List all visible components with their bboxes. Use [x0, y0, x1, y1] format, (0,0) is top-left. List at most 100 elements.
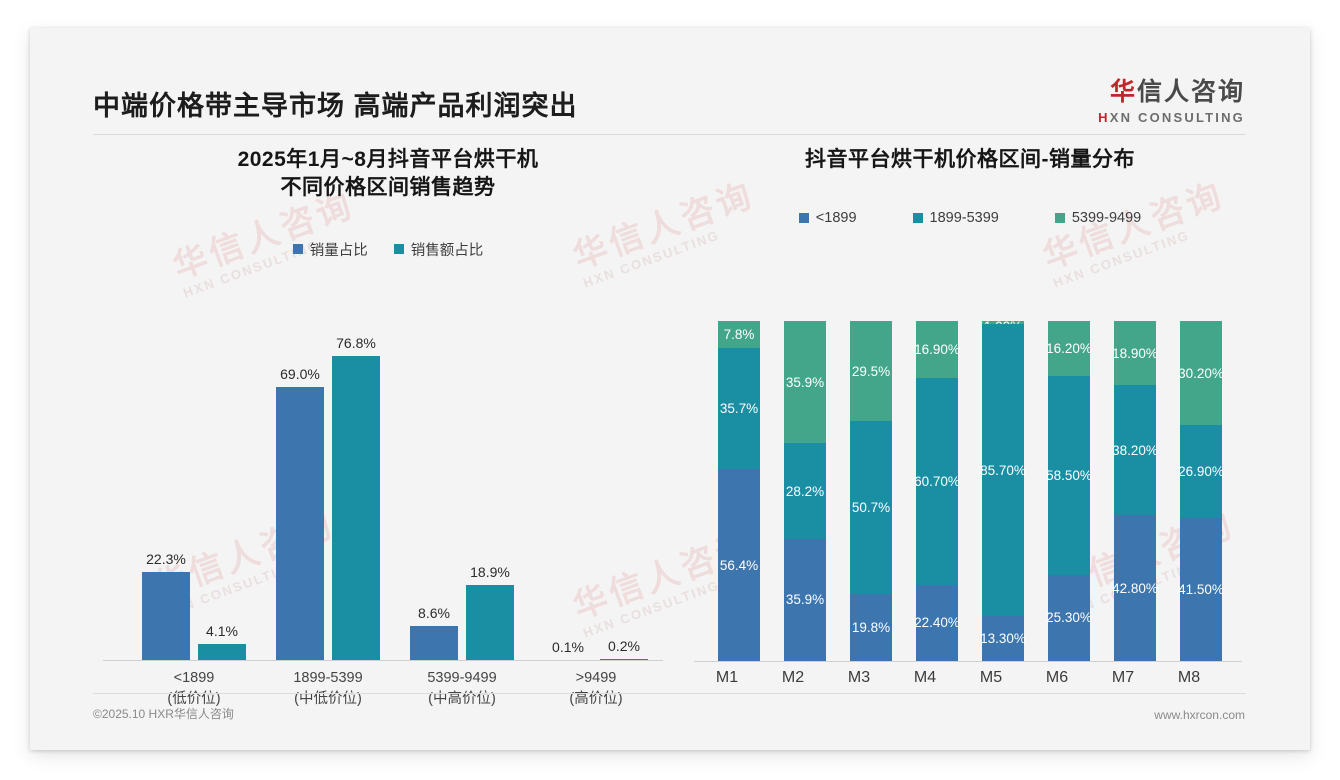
stacked-bar-segment[interactable]: 38.20%: [1112, 385, 1158, 516]
segment-value-label: 30.20%: [1178, 365, 1224, 381]
x-axis-tick-label: M5: [979, 669, 1003, 686]
stacked-bar[interactable]: 7.8% 35.7% 56.4%: [718, 321, 760, 661]
footer-website: www.hxrcon.com: [1154, 708, 1245, 722]
legend-label: 5399-9499: [1071, 210, 1142, 227]
right-chart-axis-line: [694, 661, 1242, 662]
footer-copyright: ©2025.10 HXR华信人咨询: [93, 707, 234, 721]
x-axis-tick-tier: (中高价位): [428, 691, 496, 708]
slide-header: 中端价格带主导市场 高端产品利润突出 华信人咨询 HXN CONSULTING: [30, 28, 1310, 135]
stacked-bar-segment[interactable]: 16.20%: [1046, 321, 1092, 377]
segment-value-label: 85.70%: [980, 462, 1026, 478]
stacked-bar-segment[interactable]: 26.90%: [1178, 425, 1224, 518]
stacked-bar-segment[interactable]: 22.40%: [914, 584, 960, 661]
x-axis-tick-label: M3: [847, 669, 871, 686]
x-axis-tick-label: M1: [715, 669, 739, 686]
legend-item-1[interactable]: 1899-5399: [912, 210, 999, 227]
segment-value-label: 26.90%: [1178, 464, 1224, 480]
bar-group: 8.6% 18.9%: [403, 324, 521, 660]
x-axis-tick-label: >9499 (高价位): [537, 668, 655, 710]
stacked-bar-segment[interactable]: 7.8%: [718, 321, 760, 348]
slide-canvas: 华信人咨询 HXN CONSULTING 华信人咨询 HXN CONSULTIN…: [30, 28, 1310, 750]
stacked-bar-segment[interactable]: 29.5%: [850, 321, 892, 422]
legend-label: 销量占比: [309, 242, 368, 259]
stacked-bar[interactable]: 30.20% 26.90% 41.50%: [1178, 321, 1224, 661]
bar[interactable]: [276, 387, 324, 660]
bar[interactable]: [466, 585, 514, 660]
logo-chinese-text: 华信人咨询: [1109, 78, 1245, 106]
stacked-bar[interactable]: 16.90% 60.70% 22.40%: [914, 321, 960, 661]
bar[interactable]: [410, 626, 458, 660]
stacked-bar-segment[interactable]: 41.50%: [1178, 517, 1224, 661]
stacked-bar-segment[interactable]: 18.90%: [1112, 321, 1158, 386]
segment-value-label: 22.40%: [914, 615, 960, 631]
stacked-bar-segment[interactable]: 35.9%: [784, 538, 826, 661]
x-axis-tick-label: M2: [781, 669, 805, 686]
bar-column[interactable]: 0.2%: [600, 324, 648, 660]
bar-value-label: 4.1%: [206, 622, 238, 639]
bar[interactable]: [332, 356, 380, 660]
x-axis-tick-label: M7: [1111, 669, 1135, 686]
stacked-bar-segment[interactable]: 60.70%: [914, 378, 960, 585]
stacked-bar-segment[interactable]: 58.50%: [1046, 376, 1092, 575]
bar-value-label: 22.3%: [146, 550, 186, 567]
right-chart-panel: 抖音平台烘干机价格区间-销量分布 <1899 1899-5399 5399-9499…: [690, 146, 1250, 706]
segment-value-label: 42.80%: [1112, 580, 1158, 596]
segment-value-label: 35.7%: [719, 400, 759, 416]
legend-swatch-icon: [912, 213, 923, 224]
stacked-bar-segment[interactable]: 85.70%: [980, 324, 1026, 616]
legend-item-2[interactable]: 5399-9499: [1054, 210, 1142, 227]
bar[interactable]: [600, 659, 648, 660]
segment-value-label: 60.70%: [914, 474, 960, 490]
segment-value-label: 50.7%: [851, 500, 891, 515]
stacked-bar-segment[interactable]: 30.20%: [1178, 321, 1224, 426]
bar-column[interactable]: 76.8%: [332, 324, 380, 660]
bar-column[interactable]: 18.9%: [466, 324, 514, 660]
stacked-bar[interactable]: 1.00%85.70%13.30%: [980, 319, 1026, 661]
segment-value-label: 16.20%: [1046, 341, 1092, 357]
segment-value-label: 16.90%: [914, 342, 960, 358]
segment-value-label: 56.4%: [719, 557, 759, 573]
legend-item-1[interactable]: 销售额占比: [393, 239, 484, 260]
stacked-bar-segment[interactable]: 50.7%: [850, 421, 892, 594]
logo-english-text: HXN CONSULTING: [1098, 110, 1245, 125]
bar-column[interactable]: 22.3%: [142, 324, 190, 660]
legend-label: 销售额占比: [410, 242, 484, 259]
bar[interactable]: [142, 571, 190, 660]
bar[interactable]: [198, 643, 246, 660]
bar-column[interactable]: 69.0%: [276, 324, 324, 660]
stacked-bar-segment[interactable]: 42.80%: [1112, 515, 1158, 661]
bar-column[interactable]: 8.6%: [410, 324, 458, 660]
stacked-bar-segment[interactable]: 35.7%: [718, 347, 760, 470]
stacked-bar[interactable]: 18.90% 38.20% 42.80%: [1112, 321, 1158, 661]
page-title: 中端价格带主导市场 高端产品利润突出: [93, 91, 578, 121]
stacked-bar-segment[interactable]: 56.4%: [718, 469, 760, 661]
bar-column[interactable]: 0.1%: [544, 324, 592, 660]
segment-value-label: 7.8%: [723, 326, 755, 342]
bar-value-label: 18.9%: [470, 564, 510, 581]
bar-column[interactable]: 4.1%: [198, 324, 246, 660]
stacked-bar-segment[interactable]: 35.9%: [784, 321, 826, 444]
bar-value-label: 8.6%: [418, 605, 450, 622]
bar-group: 0.1% 0.2%: [537, 324, 655, 660]
left-chart-panel: 2025年1月~8月抖音平台烘干机 不同价格区间销售趋势 销量占比 销售额占比 2…: [93, 146, 683, 707]
x-axis-tick-range: <1899: [173, 670, 215, 686]
footer-divider: [93, 693, 1246, 694]
segment-value-label: 35.9%: [785, 592, 825, 608]
stacked-bar-segment[interactable]: 25.30%: [1046, 574, 1092, 661]
stacked-bar[interactable]: 29.5% 50.7% 19.8%: [850, 321, 892, 661]
stacked-bar-segment[interactable]: 19.8%: [850, 593, 892, 661]
x-axis-tick-range: >9499: [575, 670, 617, 686]
legend-label: <1899: [815, 210, 857, 227]
x-axis-tick-range: 5399-9499: [427, 670, 497, 686]
legend-label: 1899-5399: [929, 210, 999, 227]
stacked-bar[interactable]: 35.9% 28.2% 35.9%: [784, 321, 826, 661]
legend-item-0[interactable]: 销量占比: [292, 239, 368, 260]
legend-item-0[interactable]: <1899: [798, 210, 857, 227]
stacked-bar[interactable]: 16.20% 58.50% 25.30%: [1046, 321, 1092, 661]
segment-value-label: 18.90%: [1112, 345, 1158, 361]
company-logo: 华信人咨询 HXN CONSULTING: [1098, 78, 1245, 125]
stacked-bar-segment[interactable]: 28.2%: [784, 443, 826, 539]
x-axis-tick-range: 1899-5399: [293, 670, 363, 686]
stacked-bar-segment[interactable]: 16.90%: [914, 321, 960, 379]
stacked-bar-segment[interactable]: 13.30%: [980, 615, 1026, 661]
